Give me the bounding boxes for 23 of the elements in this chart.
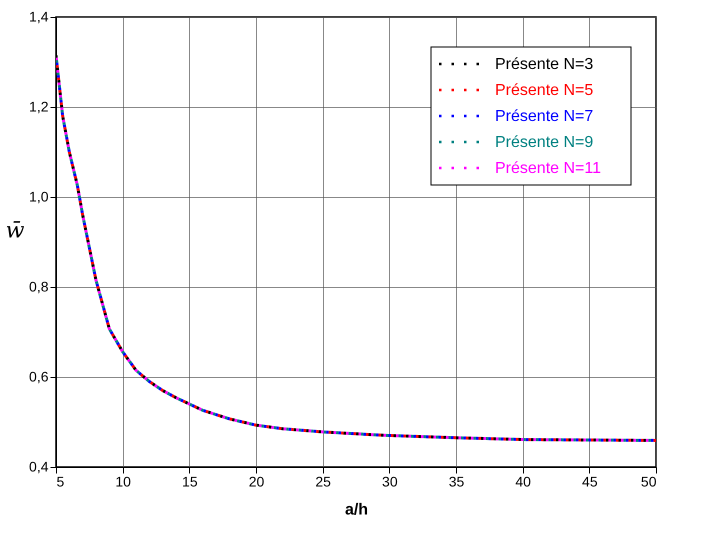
x-tick-label: 45 xyxy=(582,474,598,490)
x-tick-label: 30 xyxy=(382,474,398,490)
x-tick-label: 40 xyxy=(515,474,532,490)
y-tick-label: 0,6 xyxy=(29,368,49,384)
x-tick-label: 35 xyxy=(448,474,464,490)
x-tick-label: 15 xyxy=(182,474,198,490)
y-tick-label: 1,4 xyxy=(29,8,49,24)
legend-label: Présente N=11 xyxy=(495,160,602,177)
y-tick-label: 0,4 xyxy=(29,458,49,474)
y-tick-label: 0,8 xyxy=(29,278,49,294)
legend-label: Présente N=3 xyxy=(495,56,594,73)
legend-label: Présente N=9 xyxy=(495,134,594,151)
legend-label: Présente N=7 xyxy=(495,108,594,125)
legend-label: Présente N=5 xyxy=(495,82,594,99)
x-tick-label: 25 xyxy=(315,474,332,490)
x-tick-label: 10 xyxy=(115,474,132,490)
x-axis-title: a/h xyxy=(344,502,368,518)
y-tick-label: 1,2 xyxy=(29,98,49,114)
y-tick-label: 1,0 xyxy=(29,188,49,204)
x-tick-label: 20 xyxy=(248,474,264,490)
y-axis-title: w̄ xyxy=(6,218,25,244)
x-tick-label: 5 xyxy=(56,474,64,490)
x-tick-label: 50 xyxy=(640,474,657,490)
